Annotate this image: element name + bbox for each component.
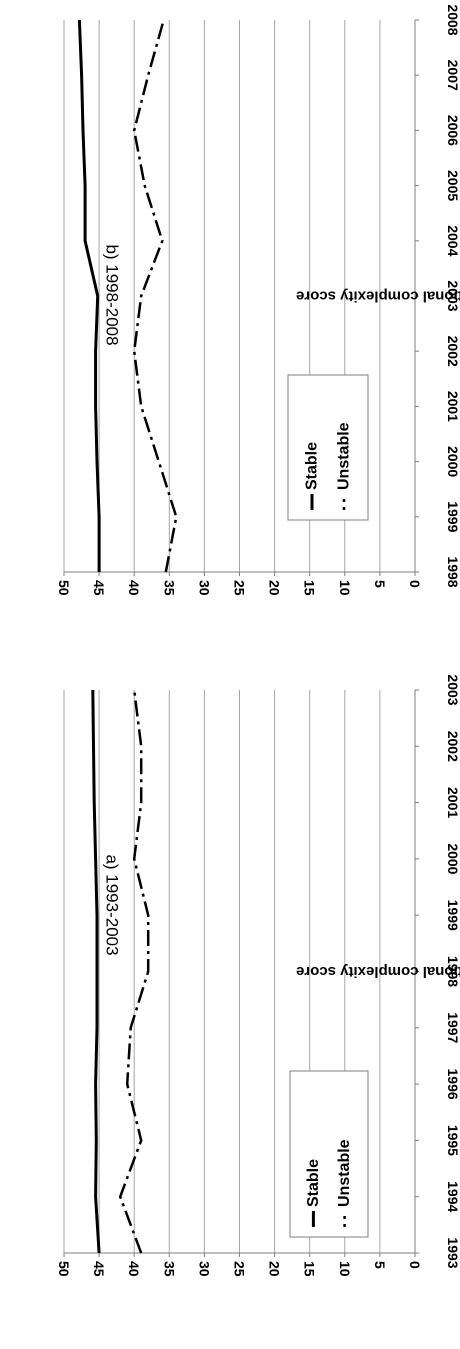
value-tick-label-a-30: 30	[196, 1261, 212, 1277]
value-axis-label-a: Average occupational complexity score	[296, 963, 460, 980]
value-tick-label-a-25: 25	[232, 1261, 248, 1277]
value-tick-label-a-35: 35	[161, 1261, 177, 1277]
series-line-b-unstable	[134, 20, 176, 572]
category-tick-label-b-2007: 2007	[445, 60, 460, 91]
legend-box-a	[290, 1071, 368, 1237]
category-tick-label-a-2002: 2002	[445, 731, 460, 762]
category-tick-label-b-2001: 2001	[445, 391, 460, 422]
value-tick-label-b-35: 35	[161, 580, 177, 596]
value-tick-label-b-10: 10	[337, 580, 353, 596]
category-tick-label-b-2000: 2000	[445, 446, 460, 477]
value-tick-label-b-5: 5	[372, 580, 388, 588]
category-tick-label-a-1997: 1997	[445, 1012, 460, 1043]
category-tick-label-b-2004: 2004	[445, 225, 460, 256]
value-tick-label-b-30: 30	[196, 580, 212, 596]
value-tick-label-a-20: 20	[267, 1261, 283, 1277]
category-tick-label-b-2002: 2002	[445, 336, 460, 367]
legend-b: Stable Unstable	[288, 375, 368, 520]
category-tick-label-b-2005: 2005	[445, 170, 460, 201]
category-tick-label-b-2008: 2008	[445, 4, 460, 35]
series-line-b-stable	[79, 20, 99, 572]
legend-label-b-unstable: Unstable	[336, 422, 353, 490]
legend-label-a-stable: Stable	[305, 1159, 322, 1207]
value-tick-label-b-25: 25	[232, 580, 248, 596]
category-tick-label-b-1999: 1999	[445, 501, 460, 532]
value-tick-label-a-10: 10	[337, 1261, 353, 1277]
category-tick-label-a-2000: 2000	[445, 843, 460, 874]
category-tick-label-b-1998: 1998	[445, 556, 460, 587]
value-tick-label-a-40: 40	[126, 1261, 142, 1277]
legend-label-a-unstable: Unstable	[336, 1139, 353, 1207]
chart-panel-a: 0 5 10 15 20 25 30 35 40 45 50 1993 1994 1995 1996 1997…	[56, 674, 460, 1276]
value-tick-label-b-40: 40	[126, 580, 142, 596]
chart-panel-b: 0 5 10 15 20 25 30 35 40 45 50 1998 1999 2000 2001 2002…	[56, 4, 460, 595]
value-tick-label-a-50: 50	[56, 1261, 72, 1277]
chart-title-a: a) 1993-2003	[103, 854, 122, 955]
category-tick-label-a-1995: 1995	[445, 1125, 460, 1156]
legend-a: Stable Unstable	[290, 1071, 368, 1237]
category-tick-label-a-1993: 1993	[445, 1237, 460, 1268]
value-tick-label-b-15: 15	[302, 580, 318, 596]
category-tick-label-a-1999: 1999	[445, 900, 460, 931]
value-tick-label-a-15: 15	[302, 1261, 318, 1277]
category-tick-label-b-2006: 2006	[445, 115, 460, 146]
category-tick-label-a-2003: 2003	[445, 674, 460, 705]
value-tick-label-b-0: 0	[407, 580, 423, 588]
value-tick-label-b-50: 50	[56, 580, 72, 596]
value-tick-label-b-20: 20	[267, 580, 283, 596]
series-line-a-stable	[93, 690, 99, 1253]
value-tick-label-a-45: 45	[91, 1261, 107, 1277]
legend-label-b-stable: Stable	[304, 442, 321, 490]
value-tick-label-a-5: 5	[372, 1261, 388, 1269]
value-tick-label-b-45: 45	[91, 580, 107, 596]
category-tick-label-a-1994: 1994	[445, 1181, 460, 1212]
chart-title-b: b) 1998-2008	[103, 244, 122, 345]
legend-box-b	[288, 375, 368, 520]
category-tick-label-a-1996: 1996	[445, 1069, 460, 1100]
value-axis-label-b: Average occupational complexity score	[296, 288, 460, 305]
value-tick-label-a-0: 0	[407, 1261, 423, 1269]
category-tick-label-a-2001: 2001	[445, 787, 460, 818]
